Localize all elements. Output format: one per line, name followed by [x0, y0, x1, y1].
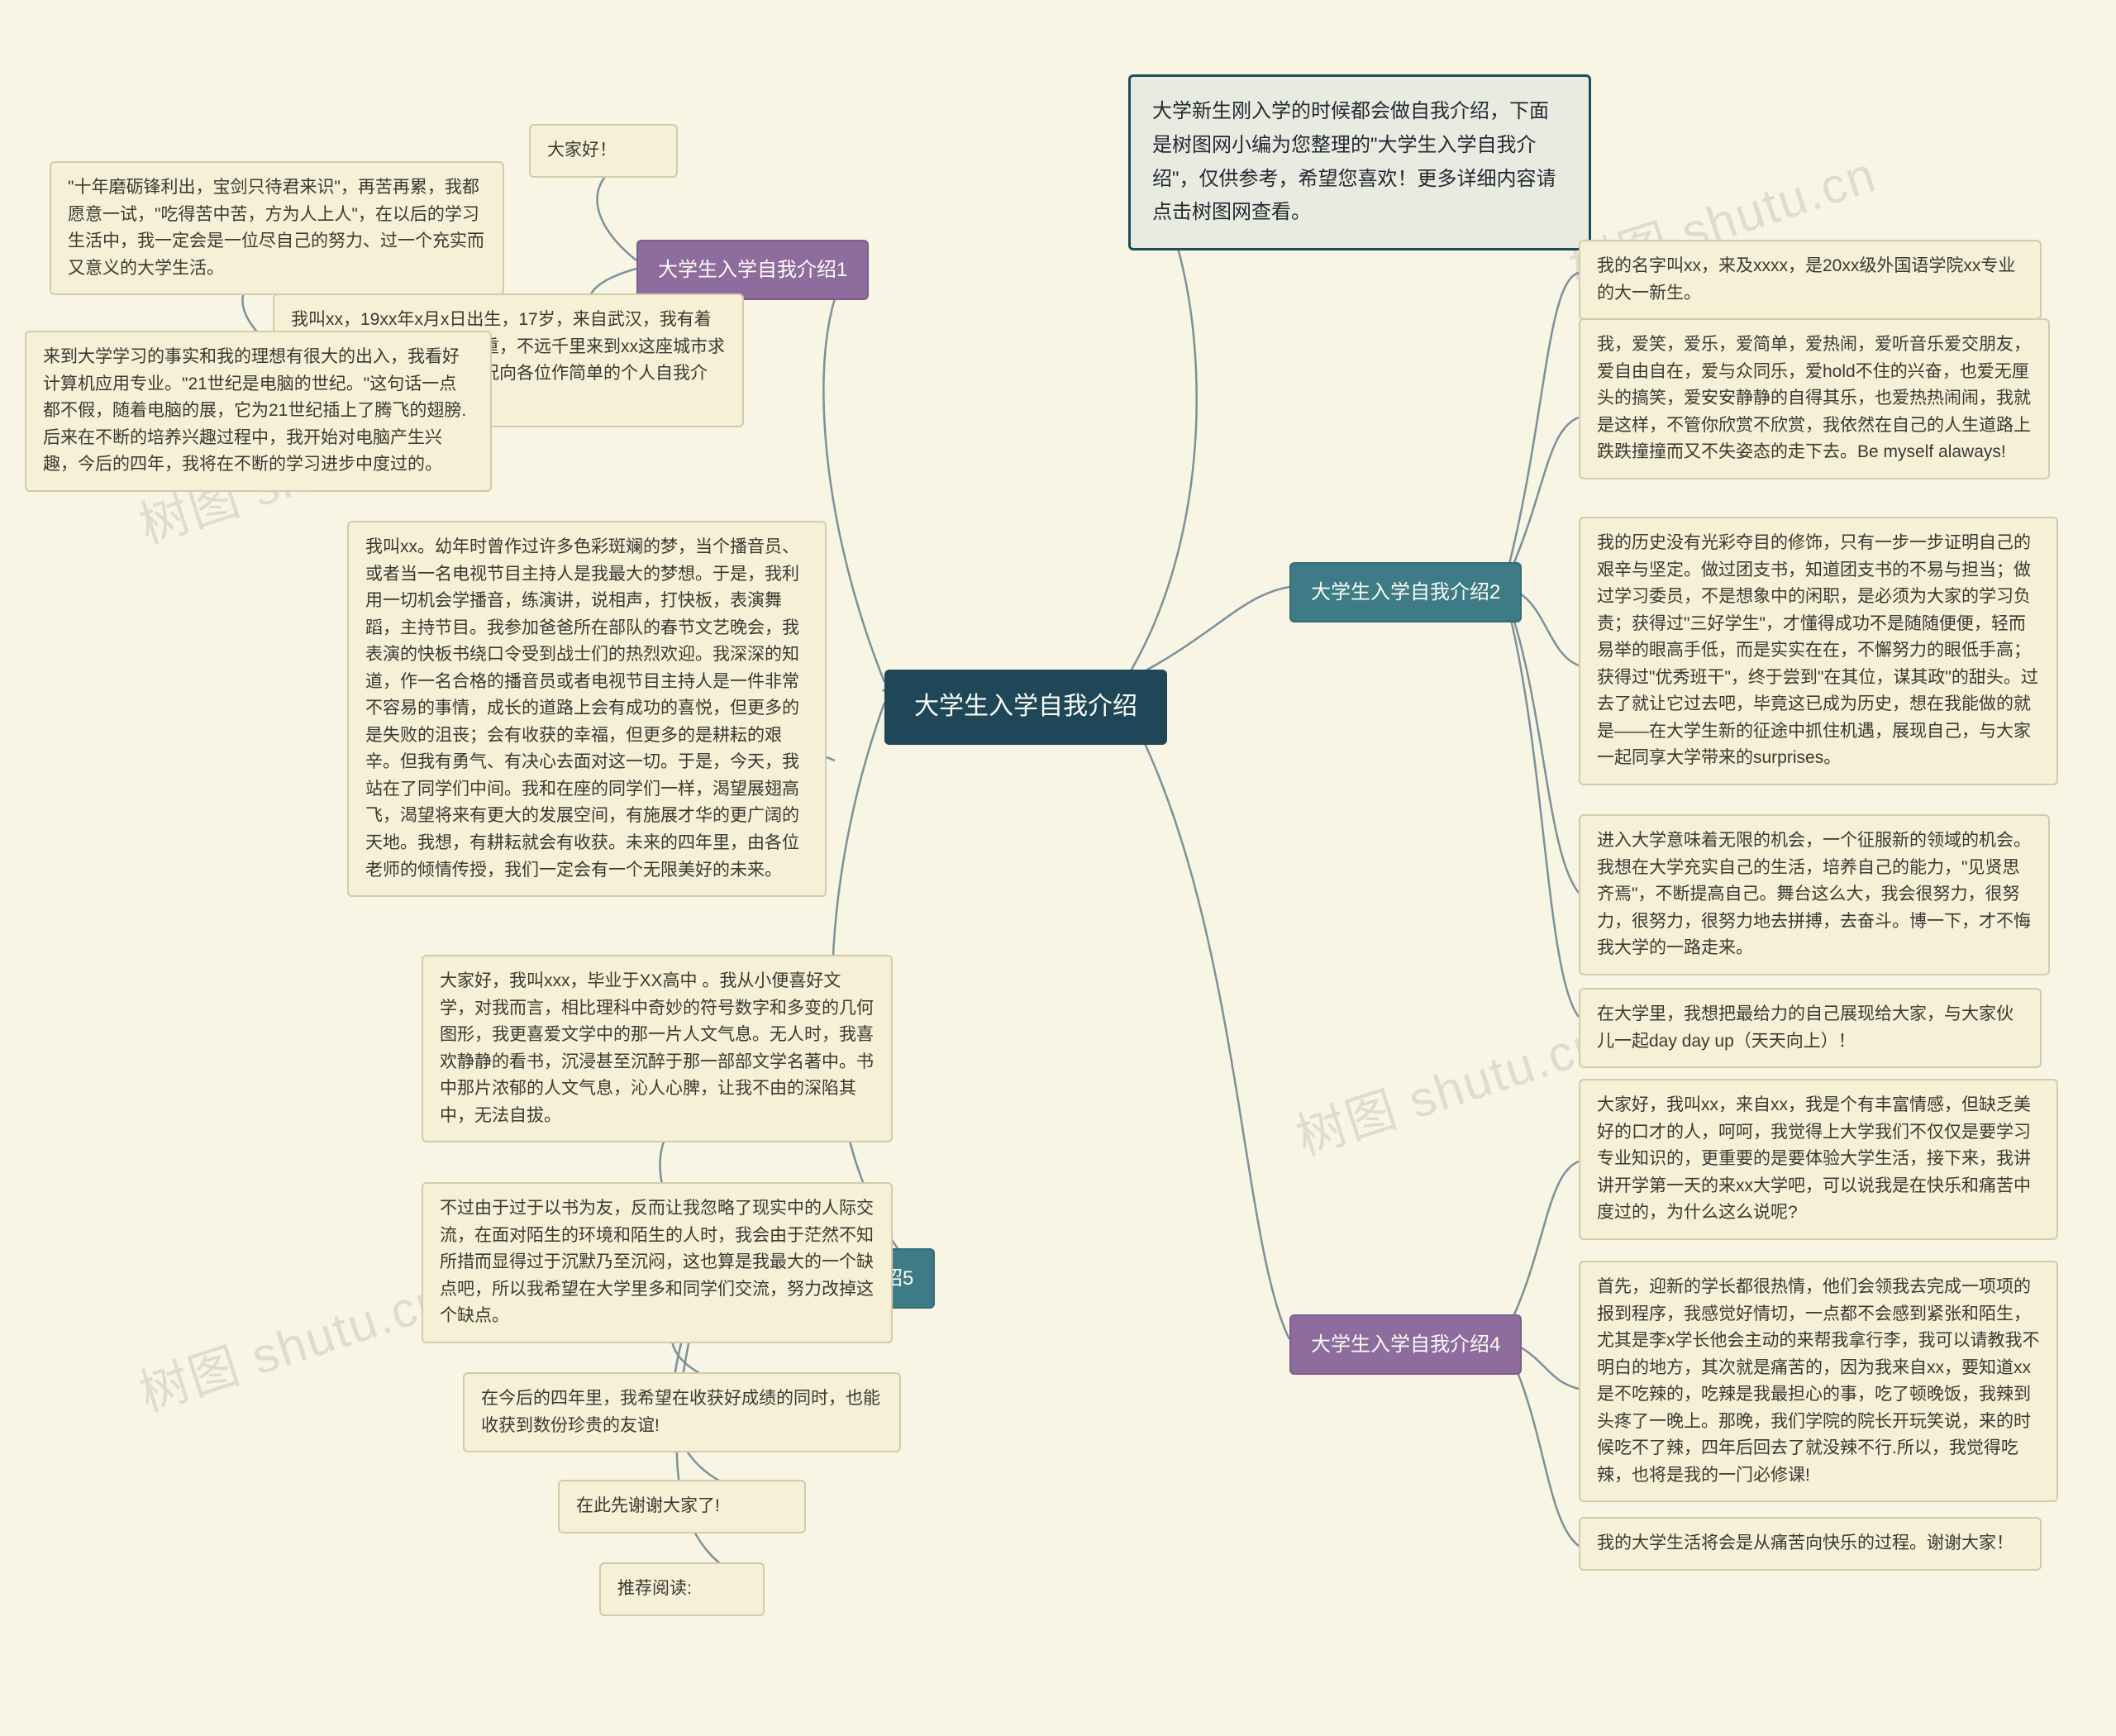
leaf-b4-1: 首先，迎新的学长都很热情，他们会领我去完成一项项的报到程序，我感觉好情切，一点都… — [1579, 1261, 2058, 1502]
leaf-b5-1: 不过由于过于以书为友，反而让我忽略了现实中的人际交流，在面对陌生的环境和陌生的人… — [422, 1182, 893, 1343]
leaf-b1-2: "十年磨砺锋利出，宝剑只待君来识"，再苦再累，我都愿意一试，"吃得苦中苦，方为人… — [50, 161, 504, 295]
leaf-b5-3: 在此先谢谢大家了! — [558, 1480, 806, 1533]
leaf-b2-1: 我，爱笑，爱乐，爱简单，爱热闹，爱听音乐爱交朋友，爱自由自在，爱与众同乐，爱ho… — [1579, 318, 2050, 479]
leaf-b2-3: 进入大学意味着无限的机会，一个征服新的领域的机会。我想在大学充实自己的生活，培养… — [1579, 814, 2050, 975]
leaf-b5-4: 推荐阅读: — [599, 1562, 765, 1616]
leaf-b5-2: 在今后的四年里，我希望在收获好成绩的同时，也能收获到数份珍贵的友谊! — [463, 1372, 901, 1452]
leaf-b5-0: 大家好，我叫xxx，毕业于XX高中 。我从小便喜好文学，对我而言，相比理科中奇妙… — [422, 955, 893, 1142]
branch-4: 大学生入学自我介绍4 — [1289, 1314, 1522, 1375]
branch-1: 大学生入学自我介绍1 — [636, 240, 869, 300]
mindmap-root: 大学生入学自我介绍 — [884, 670, 1167, 745]
leaf-b2-4: 在大学里，我想把最给力的自己展现给大家，与大家伙儿一起day day up（天天… — [1579, 988, 2042, 1068]
leaf-b1-3: 来到大学学习的事实和我的理想有很大的出入，我看好计算机应用专业。"21世纪是电脑… — [25, 331, 492, 492]
watermark: 树图 shutu.cn — [129, 1259, 455, 1426]
leaf-b3-0: 我叫xx。幼年时曾作过许多色彩斑斓的梦，当个播音员、或者当一名电视节目主持人是我… — [347, 521, 827, 897]
leaf-b4-0: 大家好，我叫xx，来自xx，我是个有丰富情感，但缺乏美好的口才的人，呵呵，我觉得… — [1579, 1079, 2058, 1240]
watermark: 树图 shutu.cn — [1286, 1003, 1612, 1170]
leaf-b4-2: 我的大学生活将会是从痛苦向快乐的过程。谢谢大家！ — [1579, 1517, 2042, 1571]
intro-description: 大学新生刚入学的时候都会做自我介绍，下面是树图网小编为您整理的"大学生入学自我介… — [1128, 74, 1591, 250]
branch-2: 大学生入学自我介绍2 — [1289, 562, 1522, 622]
leaf-b1-0: 大家好！ — [529, 124, 678, 178]
leaf-b2-0: 我的名字叫xx，来及xxxx，是20xx级外国语学院xx专业的大一新生。 — [1579, 240, 2042, 320]
leaf-b2-2: 我的历史没有光彩夺目的修饰，只有一步一步证明自己的艰辛与坚定。做过团支书，知道团… — [1579, 517, 2058, 785]
